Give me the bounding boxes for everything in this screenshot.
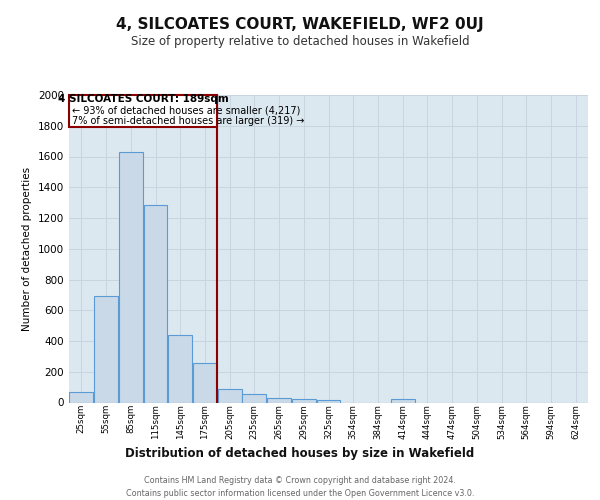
Bar <box>317 400 340 402</box>
Text: 4 SILCOATES COURT: 189sqm: 4 SILCOATES COURT: 189sqm <box>58 94 229 104</box>
Bar <box>70 392 94 402</box>
Text: 7% of semi-detached houses are larger (319) →: 7% of semi-detached houses are larger (3… <box>72 116 305 126</box>
Bar <box>242 394 266 402</box>
Bar <box>193 364 217 403</box>
Bar <box>218 388 242 402</box>
Bar <box>168 335 192 402</box>
Bar <box>119 152 143 403</box>
Bar <box>94 296 118 403</box>
Bar <box>267 398 291 402</box>
Bar <box>292 398 316 402</box>
Bar <box>143 205 167 402</box>
FancyBboxPatch shape <box>69 95 217 128</box>
Text: Distribution of detached houses by size in Wakefield: Distribution of detached houses by size … <box>125 448 475 460</box>
Text: ← 93% of detached houses are smaller (4,217): ← 93% of detached houses are smaller (4,… <box>72 105 301 115</box>
Bar <box>391 400 415 402</box>
Text: Contains public sector information licensed under the Open Government Licence v3: Contains public sector information licen… <box>126 489 474 498</box>
Y-axis label: Number of detached properties: Number of detached properties <box>22 166 32 331</box>
Text: Size of property relative to detached houses in Wakefield: Size of property relative to detached ho… <box>131 35 469 48</box>
Text: Contains HM Land Registry data © Crown copyright and database right 2024.: Contains HM Land Registry data © Crown c… <box>144 476 456 485</box>
Text: 4, SILCOATES COURT, WAKEFIELD, WF2 0UJ: 4, SILCOATES COURT, WAKEFIELD, WF2 0UJ <box>116 18 484 32</box>
